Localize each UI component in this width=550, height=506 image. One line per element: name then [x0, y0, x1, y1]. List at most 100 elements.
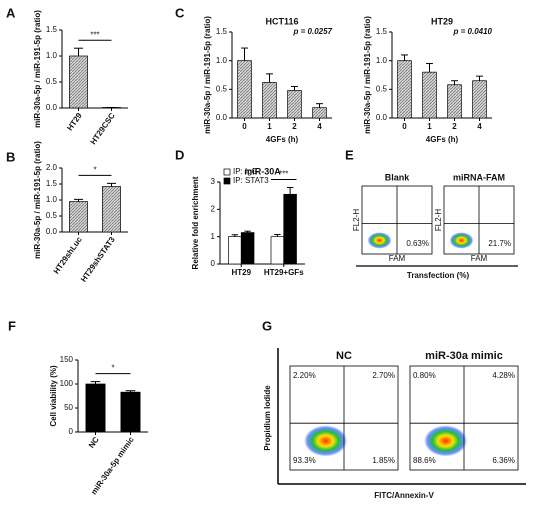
- bar: [447, 84, 462, 119]
- y-axis-label: miR-30a-5p / miR-191-5p (ratio): [363, 16, 372, 134]
- panel-x-label: FAM: [389, 254, 406, 263]
- panel-letter: A: [6, 5, 16, 20]
- x-tick-label: NC: [87, 435, 101, 450]
- quadrant-value: 2.70%: [372, 371, 395, 380]
- bar: [228, 236, 242, 265]
- y-tick-label: 1: [211, 232, 216, 241]
- panel-letter: D: [175, 147, 184, 162]
- y-tick-label: 1.5: [376, 27, 388, 36]
- bar: [85, 383, 106, 433]
- panel-title: miR-30a mimic: [425, 350, 503, 362]
- y-tick-label: 0.5: [376, 84, 388, 93]
- y-tick-label: 0.5: [46, 211, 58, 220]
- dot-cloud: [424, 425, 468, 457]
- y-axis-label: miR-30a-5p / miR-191-5p (ratio): [203, 16, 212, 134]
- chart-title: HT29: [431, 16, 453, 26]
- bar: [120, 391, 141, 433]
- quadrant-value: 21.7%: [488, 239, 511, 248]
- quadrant-value: 1.85%: [372, 456, 395, 465]
- y-axis-label: miR-30a-5p / miR-191-5p (ratio): [33, 10, 42, 128]
- y-axis-label: Cell viability (%): [49, 365, 58, 427]
- panel-letter: G: [262, 318, 272, 333]
- bar: [472, 80, 487, 119]
- legend-label: IP: IgG: [233, 167, 258, 176]
- y-tick-label: 150: [60, 355, 74, 364]
- panel-y-label: FL2-H: [434, 209, 443, 231]
- annotation: ***: [90, 30, 99, 39]
- annotation: p = 0.0410: [453, 27, 493, 36]
- bar: [102, 186, 121, 233]
- y-tick-label: 1.5: [46, 179, 58, 188]
- y-tick-label: 3: [211, 177, 216, 186]
- bar: [422, 71, 437, 119]
- y-tick-label: 0.5: [46, 77, 58, 86]
- x-tick-label: 4: [477, 122, 482, 131]
- bar: [69, 55, 88, 109]
- y-tick-label: 1.0: [376, 56, 388, 65]
- legend-label: IP: STAT3: [233, 176, 269, 185]
- panel-letter: B: [6, 149, 15, 164]
- dot-cloud: [449, 232, 474, 249]
- bar: [240, 232, 255, 265]
- panel-letter: E: [345, 147, 354, 162]
- panel-x-label: FAM: [471, 254, 488, 263]
- legend-swatch: [223, 177, 231, 185]
- y-tick-label: 1.0: [216, 56, 228, 65]
- x-tick-label: HT29shLuc: [52, 235, 84, 276]
- y-tick-label: 0.0: [376, 113, 388, 122]
- x-tick-label: 1: [427, 122, 432, 131]
- panel-title: miRNA-FAM: [453, 172, 505, 182]
- panel-y-label: FL2-H: [352, 209, 361, 231]
- y-axis-label: miR-30a-5p / miR-191-5p (ratio): [33, 141, 42, 259]
- quadrant-value: 2.20%: [293, 371, 316, 380]
- chart-title: miR-30A: [244, 166, 281, 176]
- y-tick-label: 0.0: [46, 103, 58, 112]
- x-tick-label: HT29shSTAT3: [79, 235, 117, 284]
- x-tick-label: 4: [317, 122, 322, 131]
- x-tick-label: 0: [402, 122, 407, 131]
- legend-swatch: [223, 168, 231, 176]
- y-tick-label: 1.5: [216, 27, 228, 36]
- bar: [283, 193, 297, 265]
- y-tick-label: 0: [211, 259, 216, 268]
- y-tick-label: 1.0: [46, 51, 58, 60]
- y-tick-label: 0.0: [46, 227, 58, 236]
- y-tick-label: 2: [211, 204, 216, 213]
- panel-letter: F: [8, 318, 16, 333]
- y-tick-label: 50: [64, 403, 73, 412]
- x-tick-label: 2: [292, 122, 297, 131]
- y-tick-label: 2.0: [46, 163, 58, 172]
- bar: [312, 107, 327, 119]
- y-axis-label: Propidium Iodide: [263, 385, 272, 451]
- y-tick-label: 1.5: [46, 25, 58, 34]
- y-tick-label: 1.0: [46, 195, 58, 204]
- x-tick-label: 0: [242, 122, 247, 131]
- dot-cloud: [367, 232, 392, 249]
- x-axis-label: Transfection (%): [407, 271, 470, 280]
- annotation: *: [111, 364, 114, 373]
- chart-title: HCT116: [265, 16, 298, 26]
- quadrant-value: 6.36%: [492, 456, 515, 465]
- x-tick-label: HT29: [231, 268, 251, 277]
- bar: [237, 60, 252, 119]
- y-tick-label: 0.5: [216, 84, 228, 93]
- panel-title: NC: [336, 350, 352, 362]
- bar: [270, 236, 285, 265]
- annotation: *: [93, 165, 96, 174]
- x-axis-label: 4GFs (h): [266, 135, 299, 144]
- bar: [397, 60, 412, 119]
- bar: [69, 201, 88, 233]
- bar: [287, 90, 302, 119]
- dot-cloud: [304, 425, 348, 457]
- x-tick-label: 2: [452, 122, 457, 131]
- x-tick-label: HT29CSC: [89, 111, 117, 146]
- annotation: p = 0.0257: [293, 27, 333, 36]
- quadrant-value: 93.3%: [293, 456, 316, 465]
- x-tick-label: HT29: [65, 111, 84, 133]
- x-axis-label: FITC/Annexin-V: [374, 491, 434, 500]
- y-tick-label: 0: [69, 427, 74, 436]
- y-tick-label: 100: [60, 379, 74, 388]
- bar: [262, 82, 277, 119]
- y-tick-label: 0.0: [216, 113, 228, 122]
